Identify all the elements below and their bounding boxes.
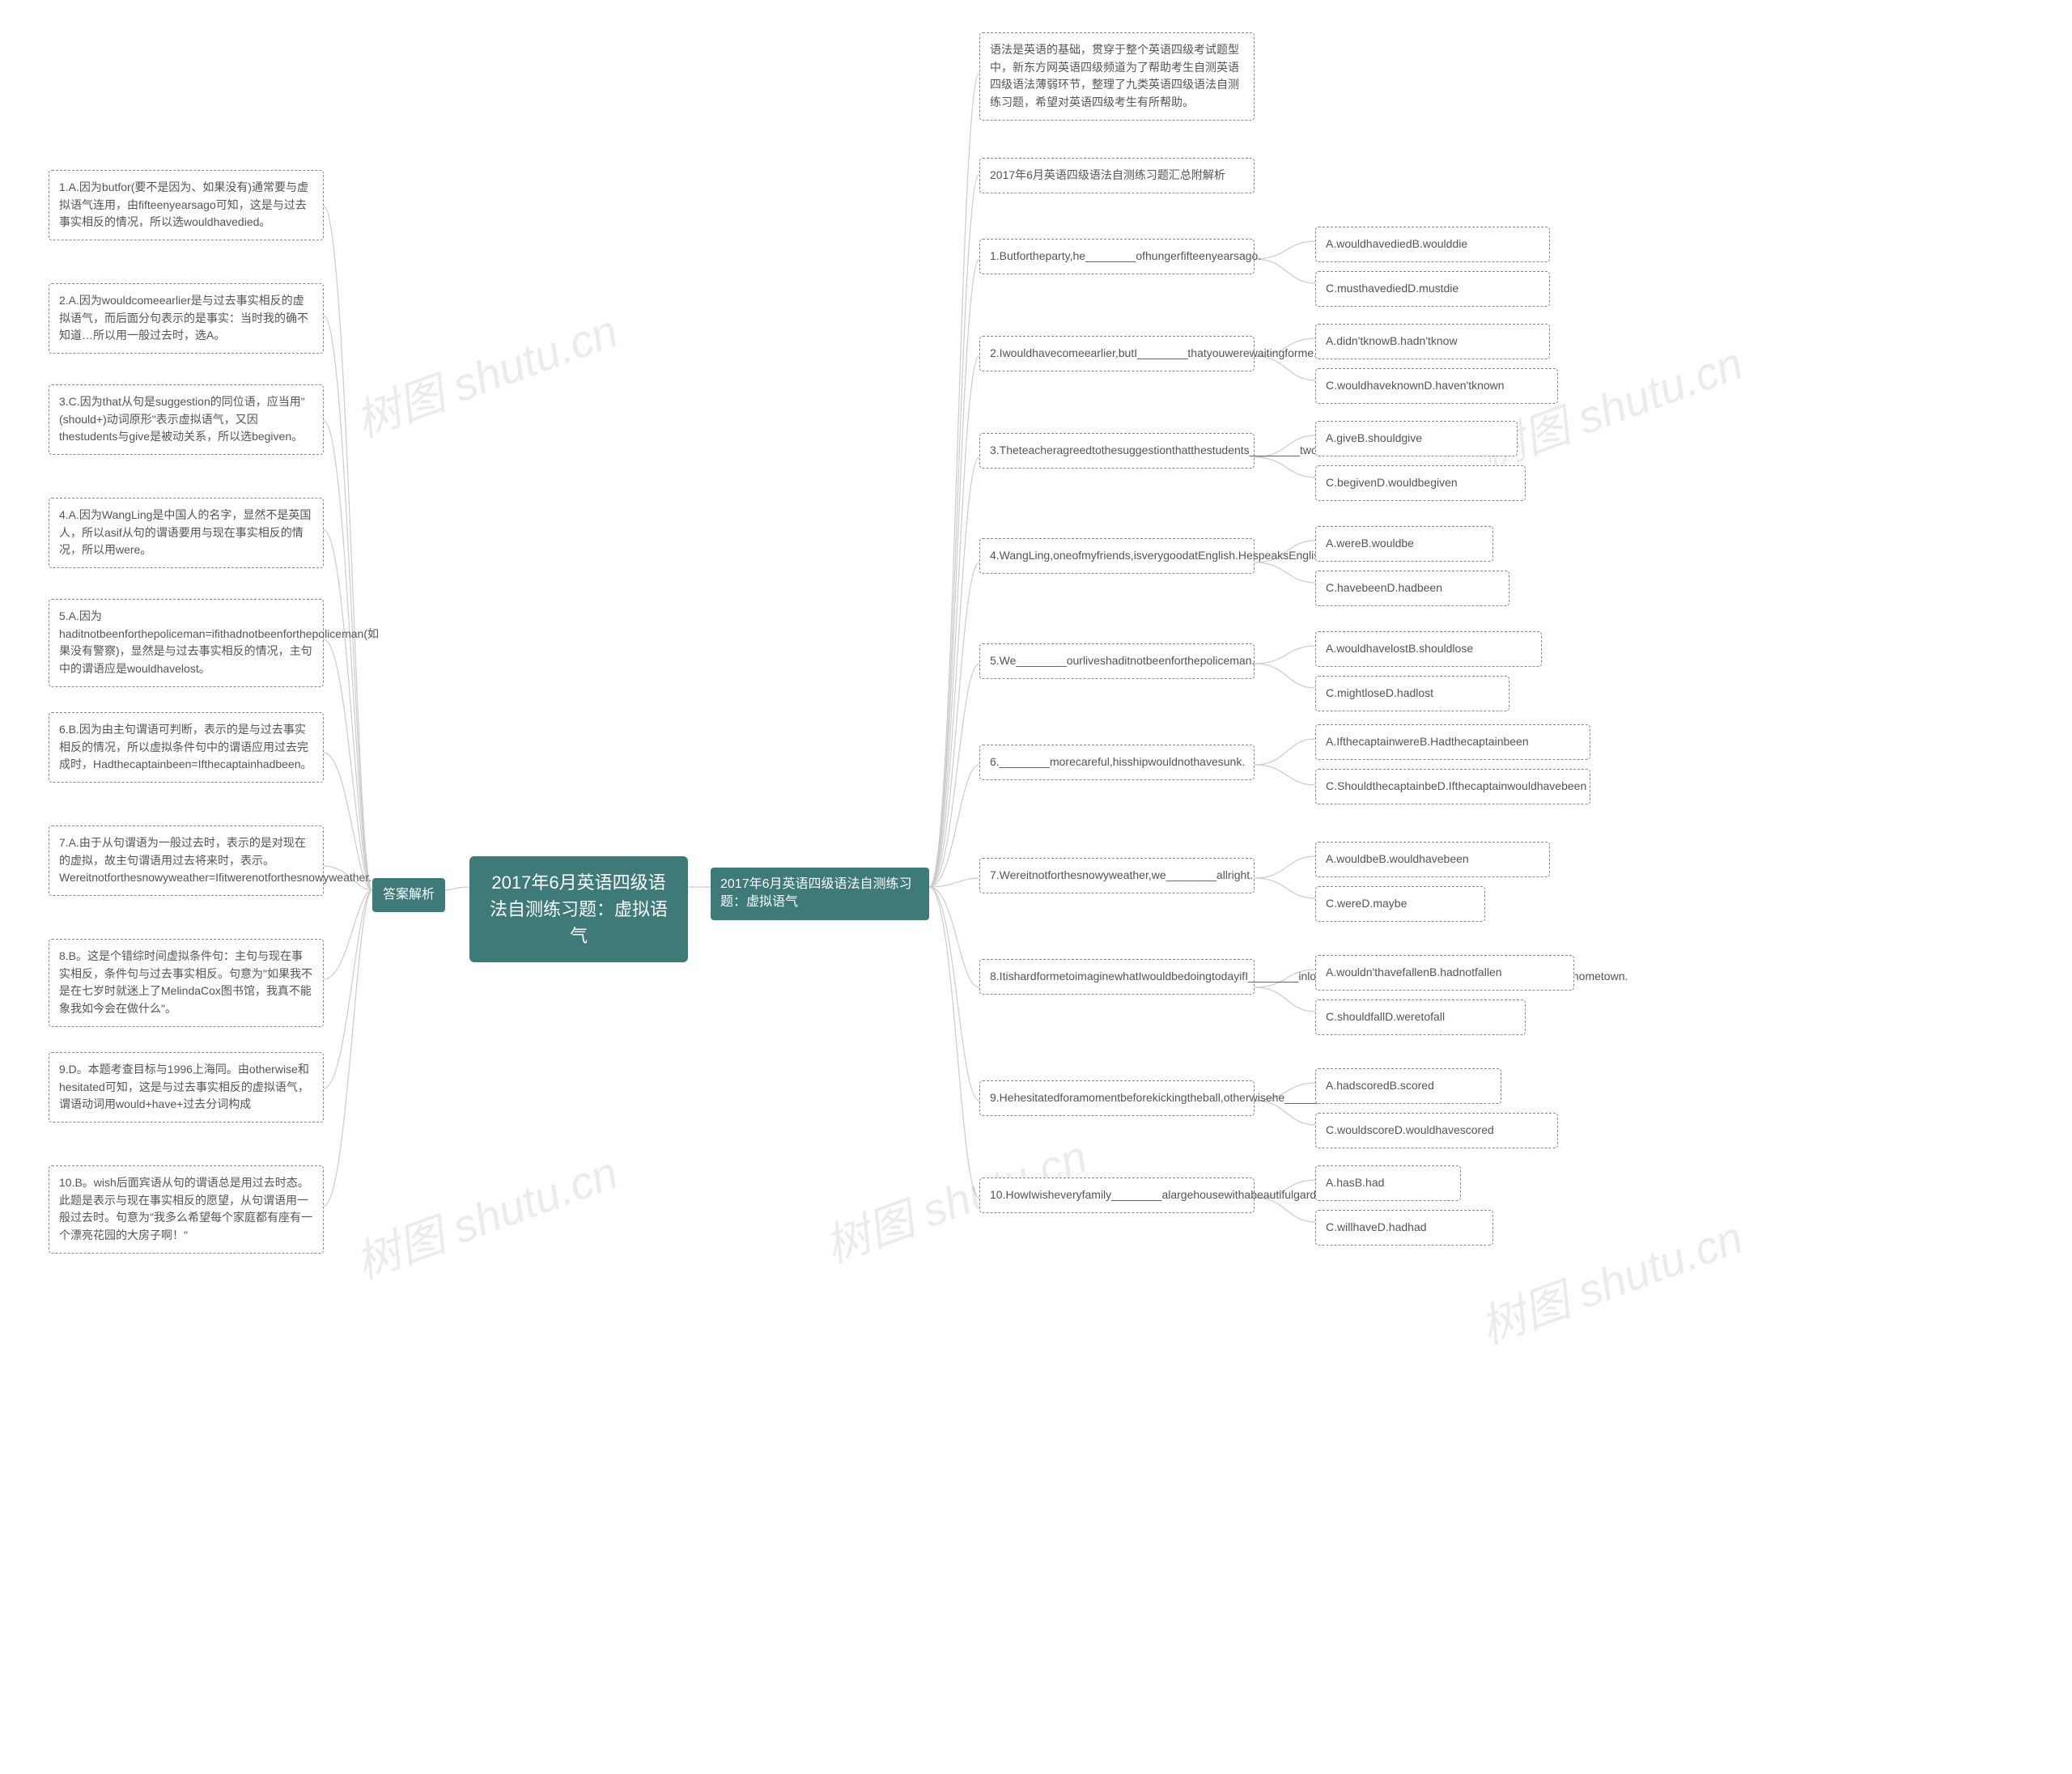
question-node: 3.Theteacheragreedtothesuggestionthatthe… — [979, 433, 1255, 469]
option-cd-node: C.wouldscoreD.wouldhavescored — [1315, 1113, 1558, 1148]
option-ab-node: A.wouldhavediedB.woulddie — [1315, 227, 1550, 262]
question-node: 6.________morecareful,hisshipwouldnothav… — [979, 745, 1255, 780]
summary-node: 2017年6月英语四级语法自测练习题汇总附解析 — [979, 158, 1255, 193]
option-ab-node: A.wouldhavelostB.shouldlose — [1315, 631, 1542, 667]
option-ab-node: A.wouldn'thavefallenB.hadnotfallen — [1315, 955, 1574, 991]
option-cd-node: C.mightloseD.hadlost — [1315, 676, 1509, 711]
answer-node: 1.A.因为butfor(要不是因为、如果没有)通常要与虚拟语气连用，由fift… — [49, 170, 324, 240]
center-node: 2017年6月英语四级语法自测练习题：虚拟语气 — [469, 856, 688, 962]
question-node: 10.HowIwisheveryfamily________alargehous… — [979, 1178, 1255, 1213]
answer-node: 5.A.因为haditnotbeenforthepoliceman=ifitha… — [49, 599, 324, 687]
option-cd-node: C.begivenD.wouldbegiven — [1315, 465, 1526, 501]
question-node: 8.ItishardformetoimaginewhatIwouldbedoin… — [979, 959, 1255, 995]
answer-node: 2.A.因为wouldcomeearlier是与过去事实相反的虚拟语气，而后面分… — [49, 283, 324, 354]
option-ab-node: A.IfthecaptainwereB.Hadthecaptainbeen — [1315, 724, 1590, 760]
answer-node: 3.C.因为that从句是suggestion的同位语，应当用"(should+… — [49, 384, 324, 455]
option-ab-node: A.hasB.had — [1315, 1165, 1461, 1201]
option-ab-node: A.hadscoredB.scored — [1315, 1068, 1501, 1104]
watermark: 树图 shutu.cn — [345, 1136, 626, 1292]
option-cd-node: C.ShouldthecaptainbeD.Ifthecaptainwouldh… — [1315, 769, 1590, 804]
option-cd-node: C.wouldhaveknownD.haven'tknown — [1315, 368, 1558, 404]
answer-node: 9.D。本题考查目标与1996上海同。由otherwise和hesitated可… — [49, 1052, 324, 1123]
option-cd-node: C.musthavediedD.mustdie — [1315, 271, 1550, 307]
answer-node: 8.B。这是个错综时间虚拟条件句：主句与现在事实相反，条件句与过去事实相反。句意… — [49, 939, 324, 1027]
option-ab-node: A.wereB.wouldbe — [1315, 526, 1493, 562]
question-node: 5.We________ourliveshaditnotbeenforthepo… — [979, 643, 1255, 679]
answer-node: 10.B。wish后面宾语从句的谓语总是用过去时态。此题是表示与现在事实相反的愿… — [49, 1165, 324, 1254]
answer-node: 4.A.因为WangLing是中国人的名字，显然不是英国人，所以asif从句的谓… — [49, 498, 324, 568]
option-cd-node: C.havebeenD.hadbeen — [1315, 571, 1509, 606]
question-node: 4.WangLing,oneofmyfriends,isverygoodatEn… — [979, 538, 1255, 574]
option-ab-node: A.wouldbeB.wouldhavebeen — [1315, 842, 1550, 877]
question-node: 1.Butfortheparty,he________ofhungerfifte… — [979, 239, 1255, 274]
question-node: 7.Wereitnotforthesnowyweather,we________… — [979, 858, 1255, 893]
option-ab-node: A.didn'tknowB.hadn'tknow — [1315, 324, 1550, 359]
intro-node: 语法是英语的基础，贯穿于整个英语四级考试题型中，新东方网英语四级频道为了帮助考生… — [979, 32, 1255, 121]
answer-node: 6.B.因为由主句谓语可判断，表示的是与过去事实相反的情况，所以虚拟条件句中的谓… — [49, 712, 324, 783]
option-ab-node: A.giveB.shouldgive — [1315, 421, 1518, 456]
watermark: 树图 shutu.cn — [345, 295, 626, 450]
watermark: 树图 shutu.cn — [1470, 1201, 1751, 1356]
option-cd-node: C.willhaveD.hadhad — [1315, 1210, 1493, 1246]
left-branch-label: 答案解析 — [372, 878, 445, 912]
right-branch-label: 2017年6月英语四级语法自测练习题：虚拟语气 — [711, 868, 929, 920]
question-node: 2.Iwouldhavecomeearlier,butI________that… — [979, 336, 1255, 371]
answer-node: 7.A.由于从句谓语为一般过去时，表示的是对现在的虚拟，故主句谓语用过去将来时，… — [49, 825, 324, 896]
option-cd-node: C.wereD.maybe — [1315, 886, 1485, 922]
question-node: 9.Hehesitatedforamomentbeforekickingtheb… — [979, 1080, 1255, 1116]
option-cd-node: C.shouldfallD.weretofall — [1315, 999, 1526, 1035]
